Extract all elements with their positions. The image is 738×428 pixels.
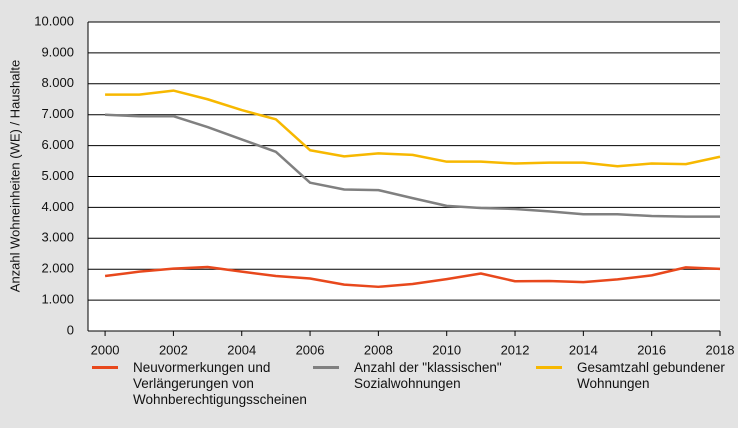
x-tick-label: 2012 — [501, 342, 530, 357]
y-tick-label: 0 — [67, 322, 74, 337]
y-tick-label: 3.000 — [41, 230, 74, 245]
x-tick-label: 2004 — [227, 342, 256, 357]
x-tick-label: 2006 — [296, 342, 325, 357]
legend-swatch — [313, 366, 339, 369]
y-tick-label: 10.000 — [34, 13, 74, 28]
x-tick-label: 2014 — [569, 342, 598, 357]
x-tick-label: 2018 — [706, 342, 735, 357]
legend-label: Anzahl der "klassischen" Sozialwohnungen — [354, 360, 502, 391]
y-tick-label: 6.000 — [41, 137, 74, 152]
y-tick-label: 4.000 — [41, 199, 74, 214]
series-line — [105, 89, 721, 168]
series-line — [104, 265, 721, 289]
series-line — [105, 113, 720, 218]
y-tick-label: 8.000 — [41, 75, 74, 90]
x-tick-label: 2008 — [364, 342, 393, 357]
legend-swatch — [536, 366, 562, 369]
x-tick-label: 2016 — [637, 342, 666, 357]
x-tick-label: 2002 — [159, 342, 188, 357]
legend-label: Neuvormerkungen und Verlängerungen von W… — [133, 360, 307, 407]
y-tick-label: 7.000 — [41, 106, 74, 121]
y-tick-label: 9.000 — [41, 44, 74, 59]
legend-swatch — [92, 366, 118, 369]
legend-label: Gesamtzahl gebundener Wohnungen — [577, 360, 725, 391]
y-tick-label: 1.000 — [41, 292, 74, 307]
x-tick-label: 2010 — [432, 342, 461, 357]
x-tick-label: 2000 — [91, 342, 120, 357]
y-tick-label: 2.000 — [41, 261, 74, 276]
y-axis-label: Anzahl Wohneinheiten (WE) / Haushalte — [7, 60, 22, 292]
y-tick-label: 5.000 — [41, 168, 74, 183]
